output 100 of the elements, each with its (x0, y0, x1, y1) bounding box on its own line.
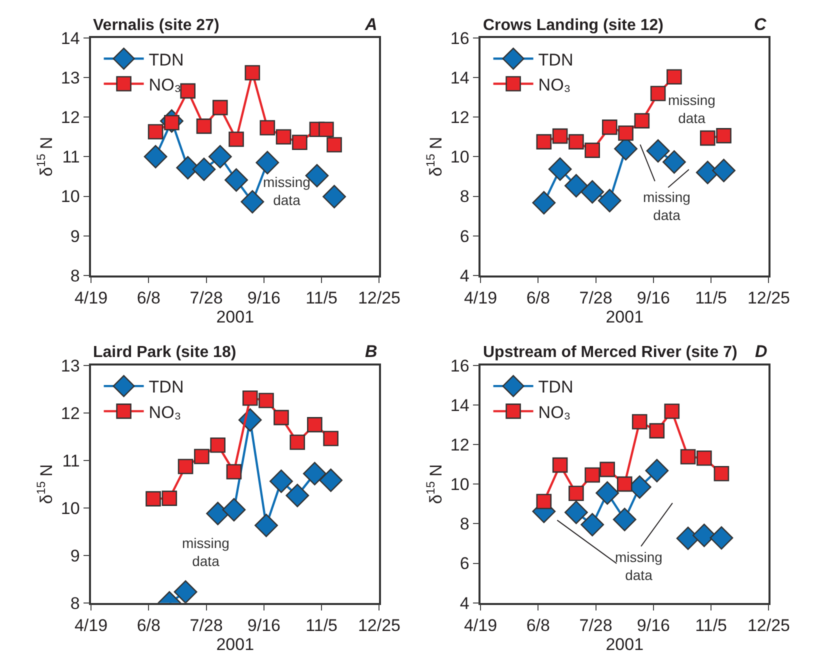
point (714, 466, 730, 482)
point (692, 524, 716, 548)
y-tick-label: 16 (450, 356, 470, 376)
y-tick-label: 12 (60, 108, 80, 128)
point (274, 410, 289, 426)
legend-label: NO₃ (538, 75, 571, 94)
y-tick-label: 4 (460, 594, 470, 613)
point (584, 467, 600, 483)
text: C (754, 15, 767, 34)
point (680, 449, 696, 464)
point (568, 486, 584, 502)
point (194, 448, 210, 464)
x-tick-label: 11/5 (306, 288, 338, 308)
x-tick-label: 12/25 (747, 288, 790, 308)
x-tick-label: 7/28 (190, 288, 223, 308)
y-tick-label: 12 (60, 404, 80, 423)
point (162, 490, 178, 506)
x-tick-label: 6/8 (136, 616, 160, 635)
chart-title: Crows Landing (site 12) (483, 17, 664, 34)
x-tick-label: 7/28 (190, 616, 223, 635)
point (632, 414, 648, 430)
y-tick-label: 13 (60, 68, 80, 88)
point (148, 124, 164, 140)
x-tick-label: 12/25 (358, 288, 401, 308)
point (612, 508, 636, 532)
x-tick-label: 6/8 (526, 616, 550, 635)
point (212, 100, 228, 116)
point (618, 125, 634, 141)
annotation: missing data (643, 189, 690, 224)
point (240, 190, 264, 214)
x-tick-label: 9/16 (636, 288, 670, 308)
y-tick-label: 9 (70, 226, 80, 246)
text: B (365, 342, 378, 361)
point (645, 458, 669, 482)
point (616, 476, 632, 492)
point (552, 128, 568, 144)
legend-label: TDN (538, 378, 574, 397)
point (664, 404, 680, 419)
x-tick-label: 11/5 (695, 616, 727, 635)
point (208, 144, 232, 168)
point (206, 502, 230, 526)
y-tick-label: 10 (60, 187, 80, 206)
point (536, 494, 552, 510)
chart-title: Upstream of Merced River (site 7) (483, 344, 738, 361)
point (286, 484, 310, 508)
point (174, 580, 198, 603)
y-tick-label: 14 (450, 68, 470, 88)
x-tick-label: 4/19 (74, 616, 108, 635)
point (210, 437, 226, 453)
point (226, 464, 242, 480)
legend-label: TDN (148, 50, 184, 70)
y-tick-label: 8 (460, 514, 470, 534)
y-tick-label: 8 (70, 266, 80, 286)
point (596, 481, 620, 505)
x-tick-label: 4/19 (464, 288, 498, 308)
x-tick-label: 6/8 (136, 288, 160, 308)
point (564, 174, 588, 198)
y-tick-label: 9 (70, 546, 80, 566)
point (584, 142, 600, 158)
point (700, 130, 716, 146)
point (602, 120, 618, 135)
point (650, 86, 666, 102)
y-tick-label: 11 (62, 148, 80, 167)
y-tick-label: 13 (60, 356, 80, 376)
legend-label: TDN (538, 50, 574, 70)
chart-title: Vernalis (site 27) (93, 17, 220, 34)
point (322, 184, 346, 208)
y-tick-label: 4 (460, 266, 470, 286)
point (649, 423, 665, 438)
y-tick-label: 11 (62, 451, 80, 470)
point (646, 139, 670, 163)
x-tick-label: 6/8 (526, 288, 550, 308)
point (224, 168, 248, 192)
x-tick-label: 9/16 (636, 616, 670, 635)
point (548, 157, 572, 181)
legend-label: NO₃ (148, 402, 182, 422)
point (716, 128, 732, 144)
point (302, 462, 326, 486)
y-tick-label: 14 (450, 396, 470, 415)
legend-label: NO₃ (148, 75, 182, 94)
point (256, 150, 280, 174)
point (580, 512, 604, 536)
point (196, 118, 212, 134)
x-axis-title: 2001 (216, 308, 254, 327)
point (244, 65, 260, 80)
x-tick-label: 7/28 (579, 616, 612, 635)
point (666, 69, 682, 85)
chart-title: Laird Park (site 18) (93, 344, 236, 361)
point (326, 137, 342, 152)
point (568, 134, 584, 150)
point (180, 83, 196, 99)
x-axis-title: 2001 (606, 308, 644, 327)
point (292, 134, 308, 150)
annotation: missing data (182, 535, 230, 570)
point (662, 150, 686, 174)
point (144, 144, 168, 168)
y-tick-label: 6 (460, 226, 470, 246)
y-tick-label: 10 (60, 498, 80, 518)
y-tick-label: 10 (450, 148, 470, 167)
point (254, 514, 278, 538)
